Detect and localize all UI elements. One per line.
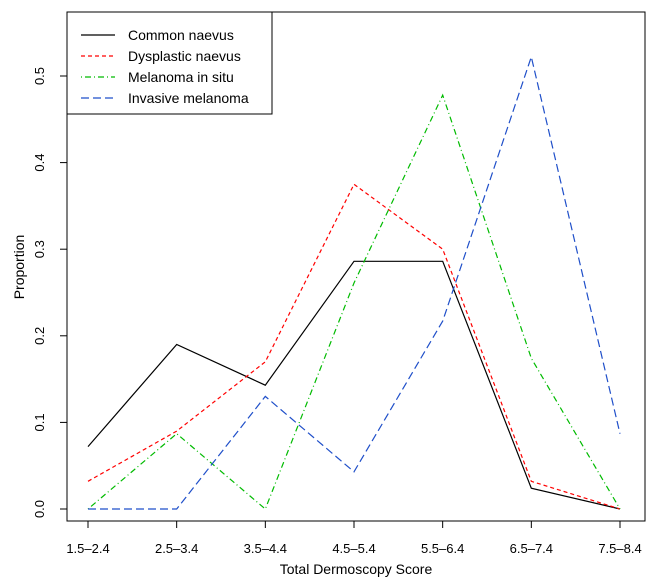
y-tick-label: 0.4: [32, 154, 47, 172]
y-tick-label: 0.3: [32, 240, 47, 258]
series-line-1: [87, 260, 621, 510]
legend-box: [66, 11, 273, 115]
series-line-3: [87, 93, 621, 511]
legend-label: Common naevus: [128, 27, 234, 43]
y-tick-label: 0.2: [32, 327, 47, 345]
x-tick-label: 3.5–4.4: [244, 541, 287, 556]
y-tick-label: 0.1: [32, 413, 47, 431]
legend-label: Melanoma in situ: [128, 69, 234, 85]
x-tick-label: 7.5–8.4: [598, 541, 641, 556]
x-tick-label: 4.5–5.4: [332, 541, 375, 556]
x-axis-title: Total Dermoscopy Score: [280, 561, 433, 577]
plot-frame: [66, 11, 646, 522]
series-layer: [87, 54, 621, 511]
x-tick-label: 5.5–6.4: [421, 541, 464, 556]
legend-label: Dysplastic naevus: [128, 48, 241, 64]
x-tick-label: 1.5–2.4: [66, 541, 109, 556]
y-tick-label: 0.5: [32, 67, 47, 85]
legend-label: Invasive melanoma: [128, 90, 249, 106]
y-axis: 0.0 0.1 0.2 0.3 0.4 0.5: [32, 67, 67, 518]
y-axis-title: Proportion: [11, 235, 27, 300]
x-axis: 1.5–2.4 2.5–3.4 3.5–4.4 4.5–5.4 5.5–6.4 6.5–7…: [66, 521, 642, 556]
x-tick-label: 6.5–7.4: [510, 541, 553, 556]
x-tick-label: 2.5–3.4: [155, 541, 198, 556]
series-line-2: [87, 183, 621, 510]
legend: Common naevus Dysplastic naevus Melanoma i…: [66, 11, 273, 115]
y-tick-label: 0.0: [32, 500, 47, 518]
series-line-4: [88, 54, 621, 510]
